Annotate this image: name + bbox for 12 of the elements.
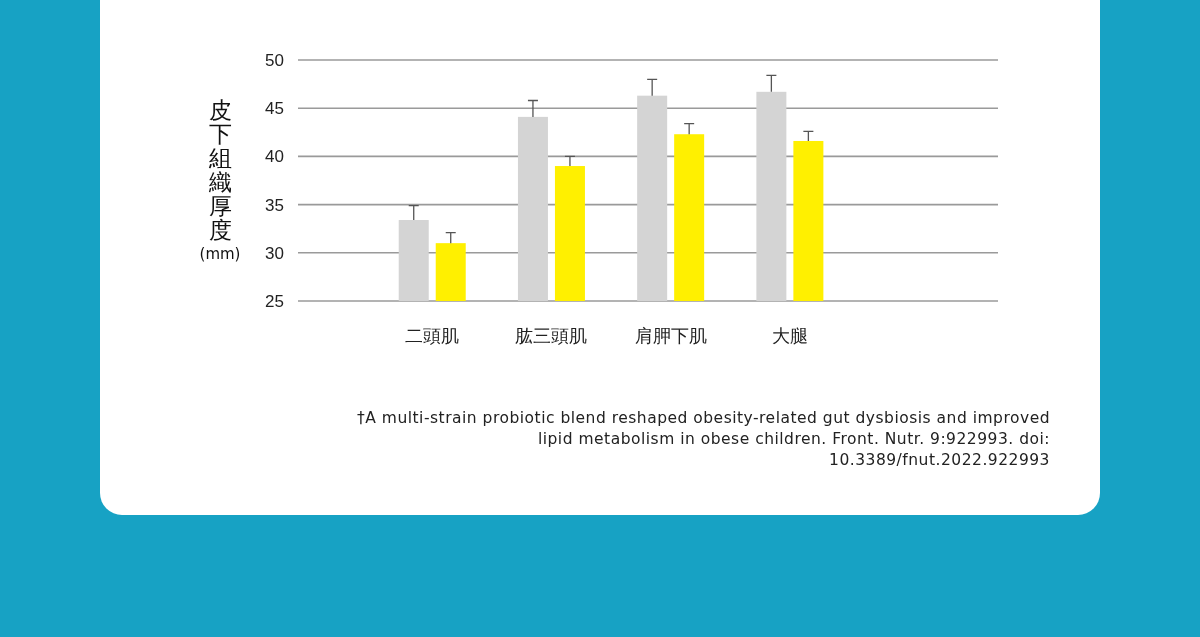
y-tick-label: 25 (265, 292, 284, 311)
y-tick-label: 40 (265, 147, 284, 167)
y-tick-label: 35 (265, 195, 284, 215)
y-tick-label: 30 (265, 243, 284, 263)
y-tick-label: 50 (265, 51, 284, 70)
x-tick-label: 二頭肌 (405, 325, 460, 346)
x-tick-label: 肱三頭肌 (515, 325, 588, 346)
y-axis-title: 皮下組織厚度(mm) (199, 97, 241, 263)
x-tick-label: 大腿 (771, 325, 808, 346)
y-tick-label: 45 (265, 99, 284, 119)
text: †A multi-strain probiotic blend reshaped obesity-related gut dysbiosis and improved lipid metabolism in obese children. Front. Nutr. 9:922993. doi: 10.3389/fnut.2022.922993 (356, 408, 1050, 471)
x-tick-label: 肩胛下肌 (634, 325, 707, 346)
